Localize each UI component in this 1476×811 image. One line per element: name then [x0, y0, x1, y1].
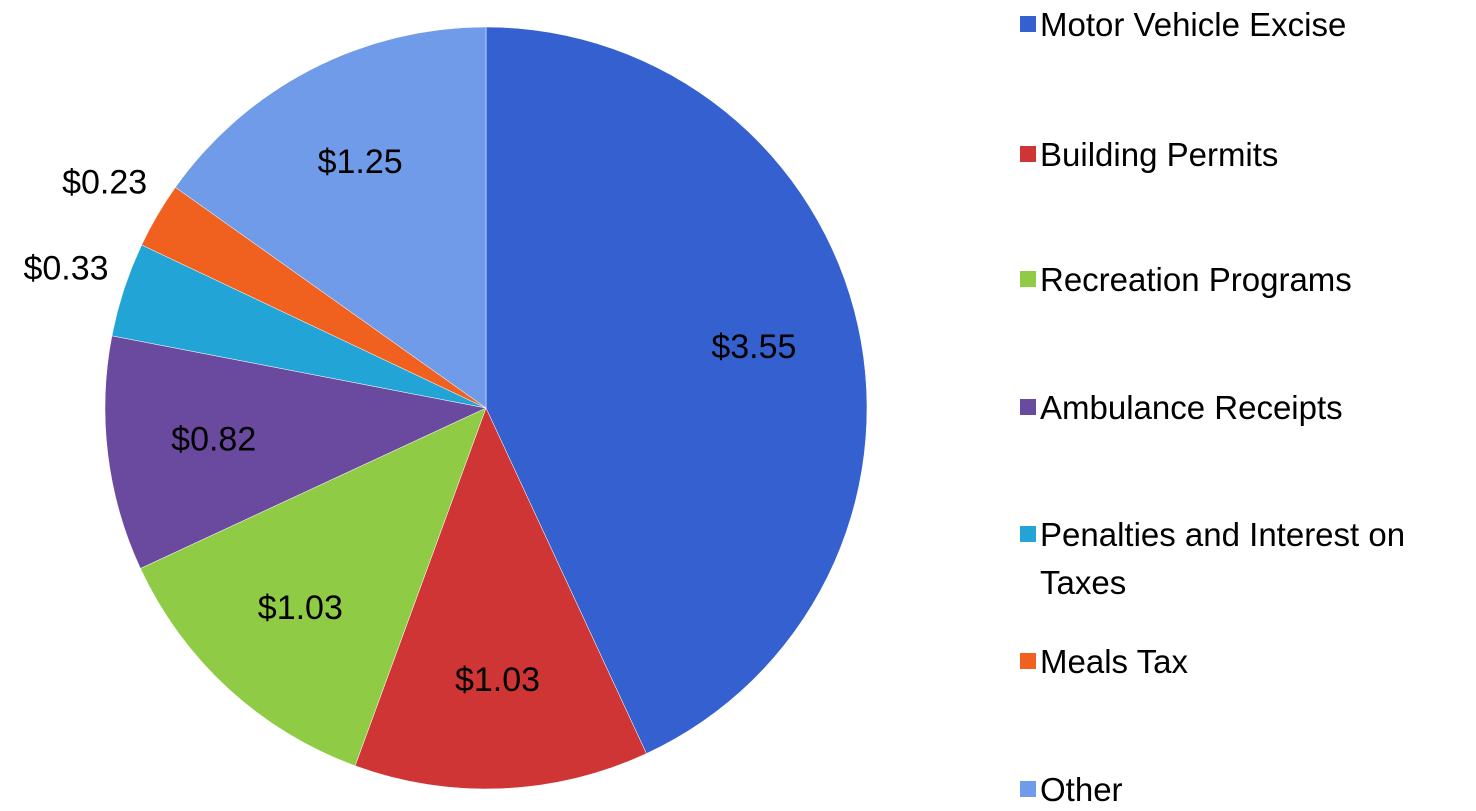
pie-slice: [354, 407, 647, 790]
legend-label: Meals Tax: [1040, 643, 1188, 680]
data-label: $1.03: [258, 589, 343, 627]
legend-item: Penalties and Interest on Taxes: [1020, 511, 1465, 607]
data-label: $0.33: [23, 249, 108, 287]
legend-item: Motor Vehicle Excise: [1020, 1, 1465, 49]
legend-label: Ambulance Receipts: [1040, 389, 1343, 426]
legend-swatch: [1020, 271, 1036, 287]
legend-swatch: [1020, 399, 1036, 415]
legend-item: Recreation Programs: [1020, 256, 1465, 304]
legend-swatch: [1020, 781, 1036, 797]
legend-item: Ambulance Receipts: [1020, 384, 1465, 432]
chart: $3.55 $1.03 $1.03 $0.82 $0.33 $0.23 $1.25: [23, 26, 868, 790]
legend-swatch: [1020, 16, 1036, 32]
data-label: $1.25: [318, 143, 403, 181]
data-label: $1.03: [455, 661, 540, 699]
pie-slice: [104, 335, 487, 569]
legend-item: Other: [1020, 766, 1465, 811]
pie-slice: [140, 407, 487, 767]
data-label: $0.82: [171, 420, 256, 458]
legend-label: Other: [1040, 771, 1123, 808]
legend-swatch: [1020, 526, 1036, 542]
data-label: $3.55: [711, 328, 796, 366]
legend-swatch: [1020, 653, 1036, 669]
legend-label: Recreation Programs: [1040, 261, 1352, 298]
pie-slice: [175, 26, 487, 409]
legend-item: Building Permits: [1020, 131, 1465, 179]
legend-label: Building Permits: [1040, 136, 1279, 173]
pie-slice: [485, 26, 868, 754]
legend-label: Penalties and Interest on Taxes: [1040, 516, 1406, 601]
legend-item: Meals Tax: [1020, 638, 1465, 686]
legend-swatch: [1020, 146, 1036, 162]
legend-label: Motor Vehicle Excise: [1040, 6, 1347, 43]
data-label: $0.23: [62, 164, 147, 202]
